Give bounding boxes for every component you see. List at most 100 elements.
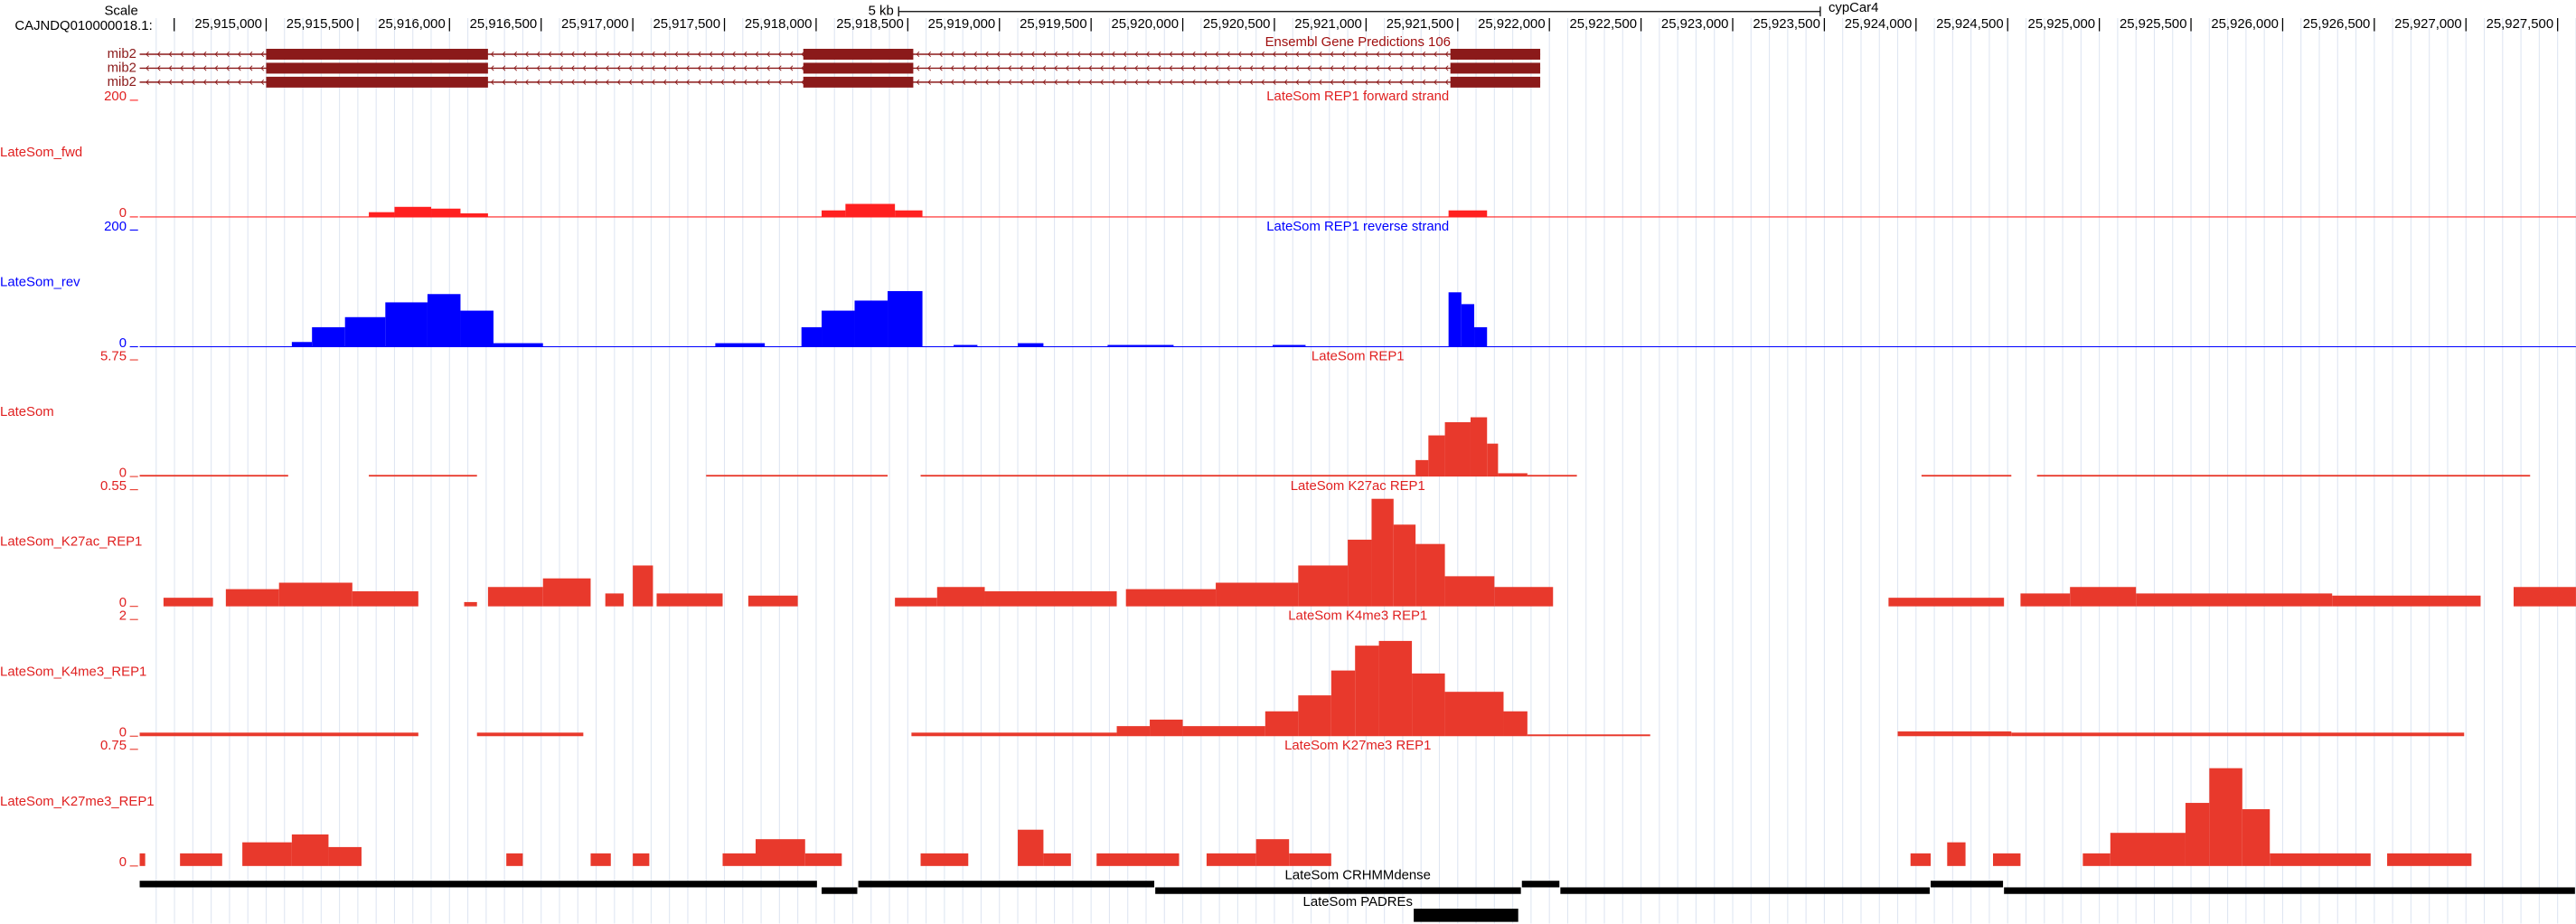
exon xyxy=(1450,62,1541,74)
exon xyxy=(803,48,914,60)
signal-bar xyxy=(1527,734,1650,737)
signal-bar xyxy=(278,582,353,607)
chrom-label: CAJNDQ010000018.1: xyxy=(14,19,152,33)
signal-bar xyxy=(242,842,292,866)
signal-bar xyxy=(1043,853,1071,866)
y-min-label: 0 xyxy=(119,336,127,351)
signal-bar xyxy=(801,326,823,347)
signal-bar xyxy=(1018,829,1044,866)
signal-bar xyxy=(139,475,288,477)
ruler-tick-label: 25,924,500 xyxy=(1936,17,2004,32)
ruler-tick-label: 25,925,500 xyxy=(2120,17,2187,32)
ruler-tick-label: 25,921,500 xyxy=(1387,17,1454,32)
crhmm-segment xyxy=(1521,881,1560,888)
ruler-tick-label: 25,926,000 xyxy=(2211,17,2279,32)
signal-bar xyxy=(1992,853,2021,866)
signal-bar xyxy=(1018,343,1044,347)
signal-bar xyxy=(1272,344,1306,347)
signal-bar xyxy=(476,732,584,737)
signal-bar xyxy=(1255,839,1290,866)
signal-bar xyxy=(854,300,888,347)
signal-bar xyxy=(1888,598,2005,607)
ruler-tick-label: 25,920,000 xyxy=(1111,17,1179,32)
ruler-tick-label: 25,924,000 xyxy=(1845,17,1913,32)
signal-bar xyxy=(2070,587,2137,607)
signal-bar xyxy=(822,310,855,347)
signal-bar xyxy=(1264,711,1299,737)
scale-bar xyxy=(898,6,1821,17)
signal-bar xyxy=(1897,731,2012,737)
signal-bar xyxy=(2110,833,2186,866)
gene-name: mib2 xyxy=(108,75,136,90)
signal-bar xyxy=(1498,473,1528,477)
signal-bar xyxy=(1910,853,1932,866)
signal-bar xyxy=(180,853,222,866)
signal-bar xyxy=(1298,695,1331,737)
signal-bar xyxy=(139,853,146,866)
signal-bar xyxy=(542,578,591,607)
scale-label: Scale xyxy=(104,5,137,19)
crhmm-segment xyxy=(822,887,858,894)
track-label: LateSom_fwd xyxy=(0,146,82,160)
signal-bar xyxy=(1921,475,2012,477)
ruler-tick-label: 25,919,000 xyxy=(928,17,996,32)
signal-bar xyxy=(2270,853,2371,866)
crhmm-segment xyxy=(1560,887,1930,894)
signal-bar xyxy=(633,853,650,866)
signal-bar xyxy=(1150,719,1183,737)
track-label: LateSom_K4me3_REP1 xyxy=(0,665,146,679)
signal-bar xyxy=(1415,543,1445,607)
signal-bar xyxy=(291,834,329,866)
track-label: LateSom_K27me3_REP1 xyxy=(0,795,155,809)
signal-bar xyxy=(1393,524,1416,607)
signal-bar xyxy=(2513,587,2576,607)
track-label: LateSom xyxy=(0,405,54,420)
signal-bar xyxy=(715,343,766,347)
signal-bar xyxy=(888,290,923,347)
y-min-label: 0 xyxy=(119,206,127,221)
signal-bar xyxy=(1461,304,1475,347)
gene-name: mib2 xyxy=(108,47,136,61)
signal-bar xyxy=(431,208,461,217)
signal-bar xyxy=(1371,498,1394,607)
signal-bar xyxy=(2011,732,2465,737)
y-min-label: 0 xyxy=(119,726,127,740)
y-max-label: 200 xyxy=(104,90,127,104)
track-title: LateSom REP1 reverse strand xyxy=(1266,220,1449,234)
signal-bar xyxy=(464,601,477,607)
ruler-tick-label: 25,917,000 xyxy=(561,17,629,32)
signal-bar xyxy=(2036,475,2531,477)
signal-bar xyxy=(605,593,624,607)
signal-bar xyxy=(2209,768,2242,866)
signal-bar xyxy=(804,853,842,866)
signal-bar xyxy=(2387,853,2472,866)
track-label: LateSom_K27ac_REP1 xyxy=(0,535,142,550)
exon xyxy=(266,76,488,88)
signal-bar xyxy=(225,589,279,607)
signal-bar xyxy=(493,343,543,347)
signal-bar xyxy=(1527,475,1577,477)
signal-bar xyxy=(1216,582,1299,607)
signal-bar xyxy=(369,212,395,217)
signal-bar xyxy=(590,853,611,866)
y-min-label: 0 xyxy=(119,855,127,870)
ruler-tick-label: 25,916,000 xyxy=(378,17,446,32)
ruler-tick-label: 25,923,000 xyxy=(1661,17,1729,32)
ruler-tick-label: 25,925,000 xyxy=(2028,17,2096,32)
signal-bar xyxy=(2332,595,2481,607)
exon xyxy=(266,48,488,60)
ruler-tick-label: 25,922,000 xyxy=(1478,17,1546,32)
exon xyxy=(266,62,488,74)
signal-bar xyxy=(163,598,213,607)
crhmm-title: LateSom CRHMMdense xyxy=(1285,869,1431,883)
y-max-label: 200 xyxy=(104,220,127,234)
signal-bar xyxy=(895,210,923,217)
signal-bar xyxy=(755,839,805,866)
crhmm-segment xyxy=(139,881,817,888)
signal-bar xyxy=(1206,853,1256,866)
ruler-tick-label: 25,918,000 xyxy=(745,17,813,32)
signal-bar xyxy=(1487,443,1499,477)
y-max-label: 0.75 xyxy=(100,739,127,753)
signal-bar xyxy=(954,344,978,347)
